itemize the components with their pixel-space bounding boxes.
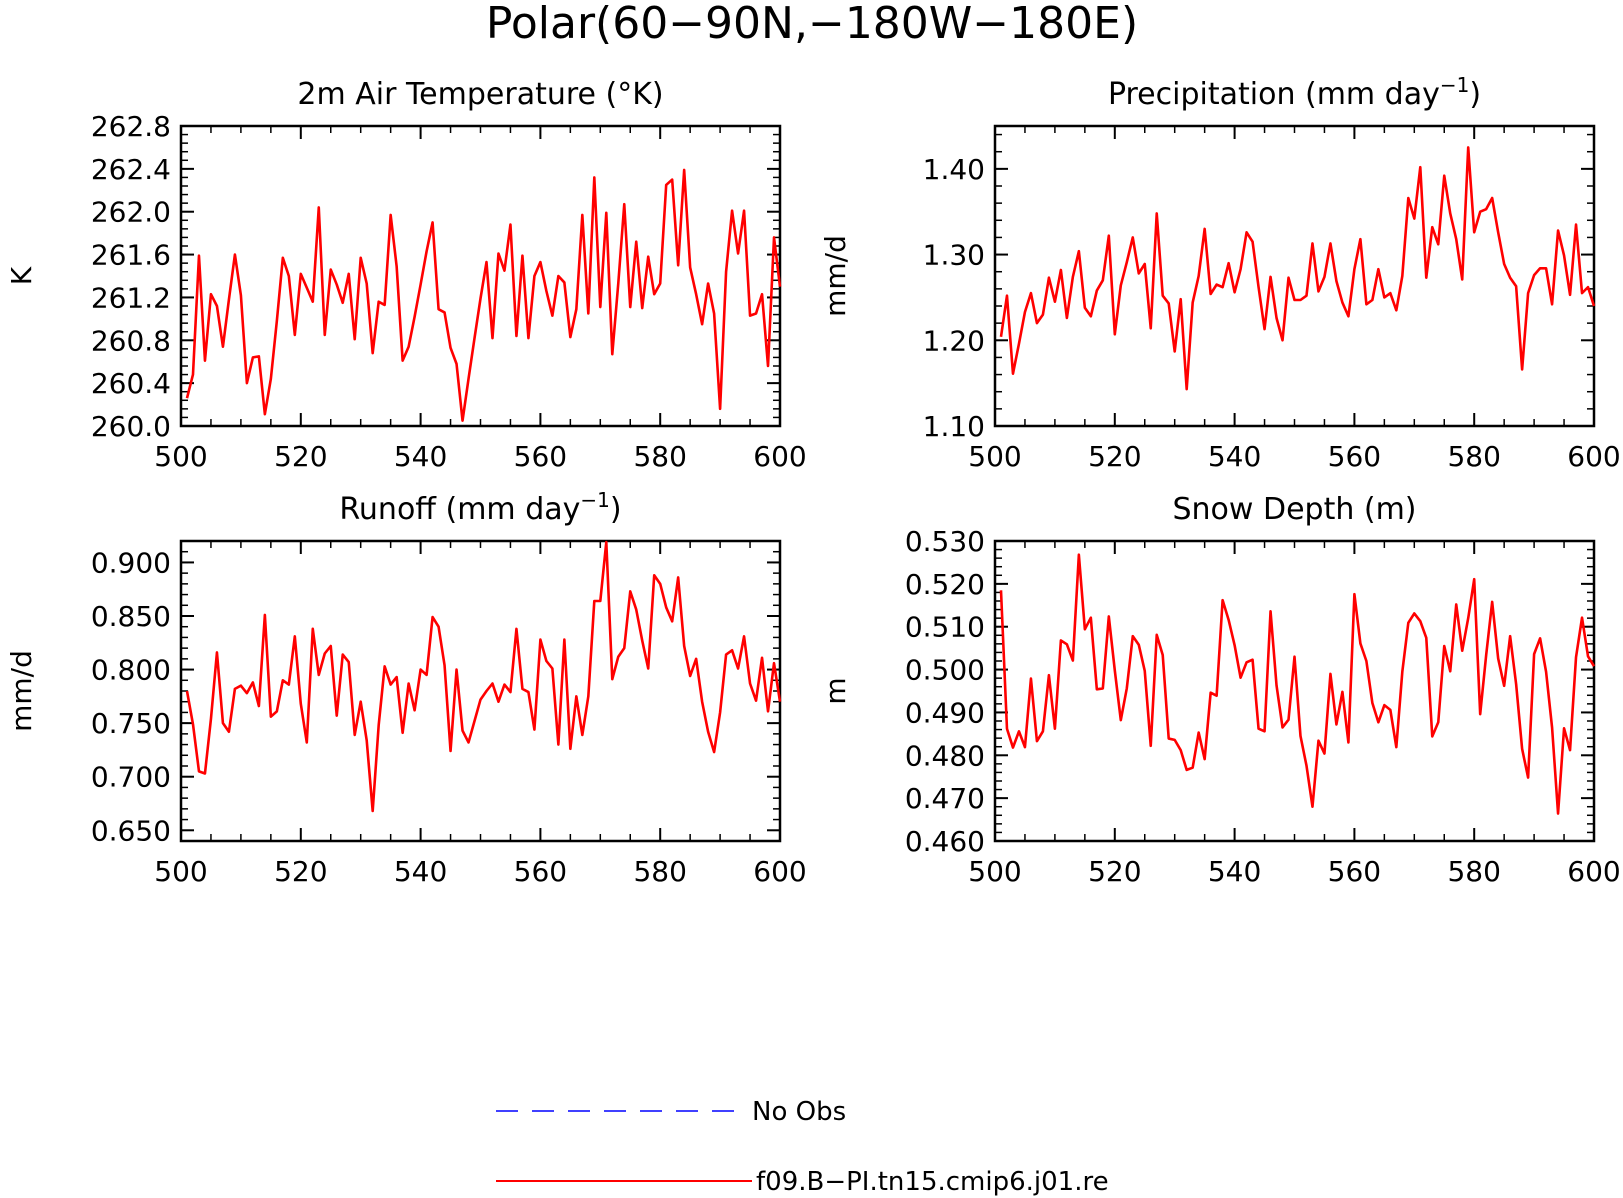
x-tick-label: 580 [633, 855, 686, 888]
y-tick-label: 1.40 [923, 153, 985, 186]
y-tick-label: 0.490 [905, 696, 985, 729]
plot-frame [993, 124, 1596, 428]
x-tick-label: 580 [1447, 440, 1500, 473]
y-tick-label: 0.750 [91, 707, 171, 740]
y-tick-label: 0.700 [91, 761, 171, 794]
y-tick-label: 262.4 [91, 153, 171, 186]
y-tick-label: 0.900 [91, 546, 171, 579]
x-tick-label: 540 [394, 440, 447, 473]
y-axis-label: mm/d [5, 650, 38, 732]
y-axis-label: K [5, 266, 38, 285]
y-axis-label: mm/d [819, 235, 852, 317]
series-line-air-temperature [185, 168, 782, 422]
y-tick-label: 0.520 [905, 568, 985, 601]
x-tick-label: 520 [274, 440, 327, 473]
legend: No Obs f09.B−PI.tn15.cmip6.j01.re [496, 1097, 1109, 1197]
x-tick-label: 600 [1567, 440, 1620, 473]
x-tick-label: 560 [1328, 440, 1381, 473]
panel-title: Precipitation (mm day−1) [1108, 73, 1481, 112]
x-tick-label: 500 [968, 855, 1021, 888]
x-tick-label: 540 [1208, 855, 1261, 888]
y-tick-label: 262.0 [91, 196, 171, 229]
panel-snow-depth: 500 520 540 560 580 600 0.460 0.470 0.480 0.490 0.… [819, 492, 1621, 888]
y-tick-label: 260.8 [91, 324, 171, 357]
figure-title: Polar(60−90N,−180W−180E) [486, 0, 1138, 49]
x-tick-label: 580 [633, 440, 686, 473]
y-tick-label: 0.530 [905, 525, 985, 558]
series-line-runoff [185, 540, 782, 813]
panel-title-tail: ) [610, 492, 622, 527]
plot-frame [993, 539, 1596, 843]
y-axis-label: m [819, 677, 852, 704]
x-tick-label: 500 [154, 440, 207, 473]
plot-frame [179, 539, 782, 843]
legend-label-no-obs: No Obs [752, 1097, 846, 1127]
panel-title: 2m Air Temperature (°K) [297, 77, 663, 112]
series-line-snow-depth [999, 553, 1596, 815]
x-tick-label: 520 [274, 855, 327, 888]
y-tick-label: 260.4 [91, 367, 171, 400]
panel-title-text: Precipitation (mm day [1108, 77, 1440, 112]
y-tick-label: 1.30 [923, 239, 985, 272]
x-tick-label: 540 [1208, 440, 1261, 473]
y-tick-label: 261.2 [91, 281, 171, 314]
x-tick-label: 520 [1088, 440, 1141, 473]
y-tick-label: 0.510 [905, 611, 985, 644]
panel-title-text: Snow Depth (m) [1172, 492, 1416, 527]
legend-label-model: f09.B−PI.tn15.cmip6.j01.re [756, 1167, 1109, 1197]
x-tick-label: 500 [968, 440, 1021, 473]
series-line-precipitation [999, 146, 1596, 391]
y-tick-label: 0.500 [905, 654, 985, 687]
panel-air-temperature: 500 520 540 560 580 600 260.0 260.4 260.8 261.2 26… [5, 77, 807, 473]
panels: 500 520 540 560 580 600 260.0 260.4 260.8 261.2 26… [5, 73, 1621, 888]
panel-title: Runoff (mm day−1) [339, 488, 621, 527]
y-tick-label: 0.470 [905, 782, 985, 815]
y-tick-label: 260.0 [91, 410, 171, 443]
panel-title-tail: ) [1469, 77, 1481, 112]
x-tick-label: 560 [1328, 855, 1381, 888]
y-tick-label: 261.6 [91, 239, 171, 272]
x-tick-label: 520 [1088, 855, 1141, 888]
y-tick-label: 0.480 [905, 739, 985, 772]
panel-title-text: Runoff (mm day [339, 492, 580, 527]
x-tick-label: 600 [753, 440, 806, 473]
panel-title-text: 2m Air Temperature (°K) [297, 77, 663, 112]
panel-precipitation: 500 520 540 560 580 600 1.10 1.20 1.30 1.40 Precip… [819, 73, 1621, 473]
x-tick-label: 600 [753, 855, 806, 888]
x-tick-label: 600 [1567, 855, 1620, 888]
y-tick-label: 1.10 [923, 410, 985, 443]
x-tick-label: 580 [1447, 855, 1500, 888]
y-tick-label: 0.650 [91, 814, 171, 847]
y-tick-label: 0.460 [905, 825, 985, 858]
panel-title-superscript: −1 [580, 488, 609, 512]
panel-title: Snow Depth (m) [1172, 492, 1416, 527]
y-tick-label: 1.20 [923, 324, 985, 357]
y-tick-label: 0.800 [91, 654, 171, 687]
x-tick-label: 560 [514, 440, 567, 473]
panel-runoff: 500 520 540 560 580 600 0.650 0.700 0.750 0.800 0.… [5, 488, 807, 888]
y-tick-label: 0.850 [91, 600, 171, 633]
x-tick-label: 540 [394, 855, 447, 888]
y-tick-label: 262.8 [91, 110, 171, 143]
x-tick-label: 500 [154, 855, 207, 888]
panel-title-superscript: −1 [1440, 73, 1469, 97]
x-tick-label: 560 [514, 855, 567, 888]
